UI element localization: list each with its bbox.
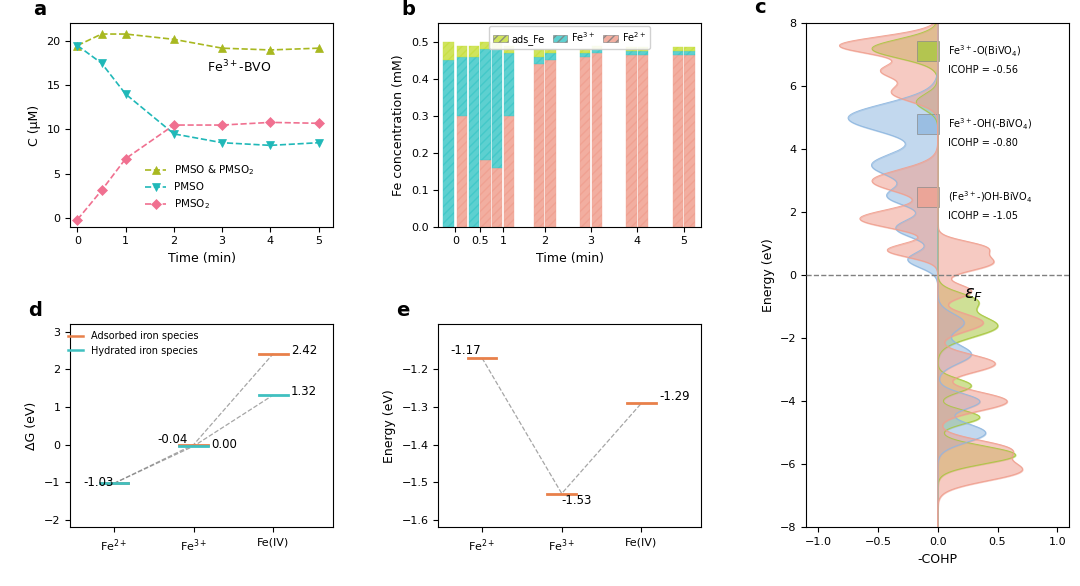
Bar: [626, 51, 637, 55]
Text: b: b: [402, 1, 416, 19]
Bar: [469, 57, 480, 227]
Legend: ads_Fe, Fe$^{3+}$, Fe$^{2+}$: ads_Fe, Fe$^{3+}$, Fe$^{2+}$: [489, 26, 650, 49]
PMSO & PMSO$_2$: [167, 36, 180, 43]
Bar: [457, 116, 468, 227]
PMSO: [71, 42, 84, 49]
Text: d: d: [28, 301, 42, 320]
Text: -0.04: -0.04: [158, 433, 188, 446]
FancyBboxPatch shape: [917, 188, 940, 207]
Text: (Fe$^{3+}$-)OH-BiVO$_4$: (Fe$^{3+}$-)OH-BiVO$_4$: [948, 190, 1032, 205]
Text: 1.32: 1.32: [291, 385, 318, 398]
Bar: [457, 57, 468, 116]
Bar: [492, 168, 502, 227]
Bar: [534, 57, 544, 64]
Bar: [592, 49, 602, 53]
PMSO & PMSO$_2$: [95, 30, 108, 38]
Bar: [444, 42, 454, 60]
Bar: [545, 53, 555, 60]
PMSO$_2$: [216, 121, 229, 128]
PMSO$_2$: [312, 120, 325, 127]
Bar: [469, 46, 480, 57]
Bar: [444, 60, 454, 227]
Text: 0.00: 0.00: [212, 438, 238, 451]
PMSO: [312, 139, 325, 146]
Text: -1.17: -1.17: [450, 343, 481, 356]
Bar: [673, 55, 683, 227]
Text: -1.03: -1.03: [84, 476, 114, 489]
Y-axis label: Energy (eV): Energy (eV): [761, 239, 774, 312]
PMSO & PMSO$_2$: [264, 46, 276, 53]
Bar: [503, 53, 514, 116]
PMSO$_2$: [167, 121, 180, 128]
Text: -1.29: -1.29: [659, 390, 689, 403]
Bar: [673, 47, 683, 51]
Bar: [685, 51, 694, 55]
Bar: [492, 42, 502, 49]
Line: PMSO & PMSO$_2$: PMSO & PMSO$_2$: [73, 30, 323, 54]
FancyBboxPatch shape: [917, 41, 940, 62]
Y-axis label: ΔG (eV): ΔG (eV): [26, 401, 39, 450]
Bar: [626, 55, 637, 227]
Text: 2.42: 2.42: [291, 343, 318, 356]
PMSO: [167, 130, 180, 137]
Bar: [492, 49, 502, 168]
Legend: PMSO & PMSO$_2$, PMSO, PMSO$_2$: PMSO & PMSO$_2$, PMSO, PMSO$_2$: [141, 159, 259, 215]
Bar: [534, 64, 544, 227]
Text: ICOHP = -0.80: ICOHP = -0.80: [948, 138, 1018, 148]
Bar: [545, 60, 555, 227]
Text: Fe$^{3+}$-OH(-BiVO$_4$): Fe$^{3+}$-OH(-BiVO$_4$): [948, 117, 1032, 132]
Bar: [481, 160, 490, 227]
Text: ICOHP = -1.05: ICOHP = -1.05: [948, 211, 1018, 221]
Bar: [481, 42, 490, 49]
Line: PMSO: PMSO: [73, 42, 323, 149]
PMSO$_2$: [119, 155, 132, 162]
Bar: [534, 49, 544, 57]
Bar: [580, 49, 591, 53]
Bar: [685, 47, 694, 51]
PMSO & PMSO$_2$: [312, 45, 325, 52]
Text: a: a: [33, 1, 46, 19]
Legend: Adsorbed iron species, Hydrated iron species: Adsorbed iron species, Hydrated iron spe…: [65, 327, 202, 360]
Bar: [503, 116, 514, 227]
Bar: [592, 46, 602, 49]
Text: e: e: [396, 301, 409, 320]
X-axis label: Time (min): Time (min): [536, 252, 604, 265]
Text: ICOHP = -0.56: ICOHP = -0.56: [948, 65, 1018, 75]
PMSO$_2$: [264, 119, 276, 126]
Bar: [638, 51, 648, 55]
Text: $\varepsilon_F$: $\varepsilon_F$: [964, 285, 983, 303]
Bar: [503, 46, 514, 53]
FancyBboxPatch shape: [917, 114, 940, 134]
Y-axis label: Fe concentration (mM): Fe concentration (mM): [392, 54, 405, 196]
Bar: [481, 49, 490, 160]
Bar: [545, 49, 555, 53]
Bar: [457, 46, 468, 57]
PMSO & PMSO$_2$: [71, 42, 84, 49]
X-axis label: -COHP: -COHP: [918, 553, 958, 565]
PMSO: [95, 60, 108, 67]
PMSO: [216, 139, 229, 146]
X-axis label: Time (min): Time (min): [167, 252, 235, 265]
Bar: [638, 47, 648, 51]
PMSO & PMSO$_2$: [119, 30, 132, 38]
Text: Fe$^{3+}$-O(BiVO$_4$): Fe$^{3+}$-O(BiVO$_4$): [948, 43, 1022, 59]
Text: Fe$^{3+}$-BVO: Fe$^{3+}$-BVO: [207, 59, 271, 75]
PMSO$_2$: [95, 187, 108, 194]
Bar: [626, 47, 637, 51]
Text: -1.53: -1.53: [562, 494, 592, 507]
Bar: [673, 51, 683, 55]
Line: PMSO$_2$: PMSO$_2$: [73, 118, 323, 223]
Text: c: c: [754, 0, 766, 18]
Y-axis label: Energy (eV): Energy (eV): [382, 389, 396, 463]
Bar: [638, 55, 648, 227]
PMSO & PMSO$_2$: [216, 45, 229, 52]
Bar: [580, 53, 591, 57]
Y-axis label: C (μM): C (μM): [28, 104, 41, 145]
PMSO: [119, 91, 132, 98]
Bar: [685, 55, 694, 227]
Bar: [580, 57, 591, 227]
PMSO$_2$: [71, 216, 84, 223]
Bar: [592, 53, 602, 227]
PMSO: [264, 142, 276, 149]
